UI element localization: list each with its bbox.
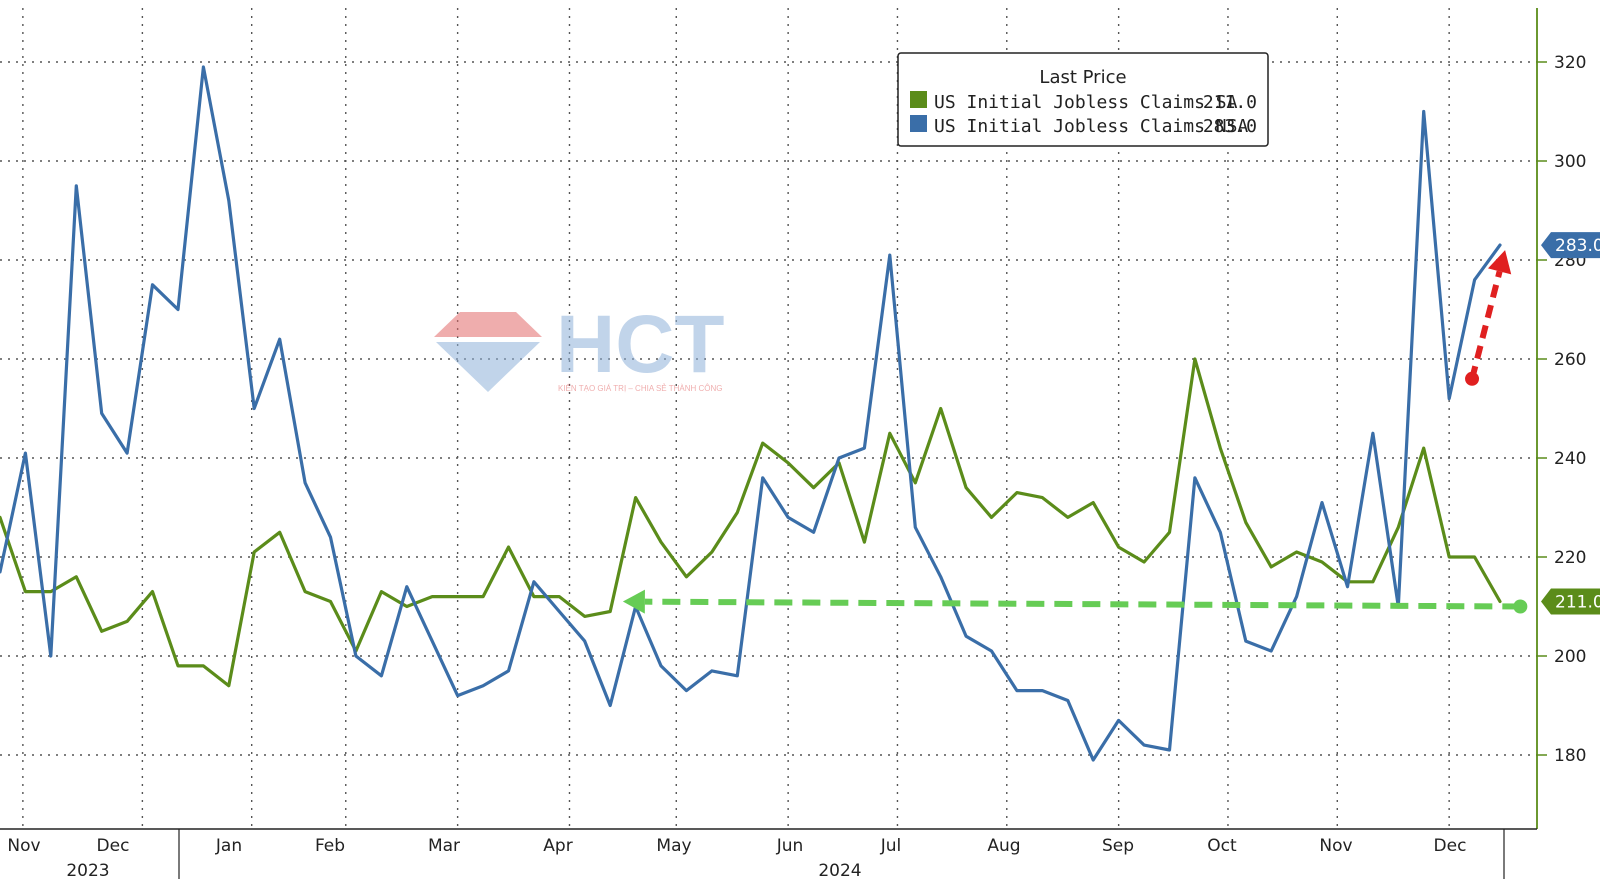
y-tick-label-300: 300 <box>1554 152 1586 172</box>
last-value-badge-nsa <box>1541 232 1600 259</box>
x-month-label-1: Dec <box>97 836 130 856</box>
annotation-arrow-head-green <box>622 589 645 614</box>
watermark-tagline: KIẾN TẠO GIÁ TRỊ – CHIA SẺ THÀNH CÔNG <box>558 383 722 393</box>
y-tick-label-220: 220 <box>1554 548 1586 568</box>
x-year-label-0: 2023 <box>66 861 109 879</box>
legend-swatch-nsa <box>910 115 927 132</box>
legend-swatch-sa <box>910 91 927 108</box>
annotation-arrow-head-red <box>1487 250 1512 275</box>
y-tick-label-260: 260 <box>1554 350 1586 370</box>
annotation-arrow-origin-red <box>1465 371 1480 386</box>
x-month-label-2: Jan <box>215 836 242 856</box>
last-value-badges: 283.0 211.0 <box>1541 232 1600 615</box>
y-tick-label-180: 180 <box>1554 746 1586 766</box>
watermark-diamond-blue <box>436 342 540 392</box>
last-value-badge-text-nsa: 283.0 <box>1555 236 1600 256</box>
x-month-label-12: Nov <box>1319 836 1352 856</box>
legend: Last Price US Initial Jobless Claims SA … <box>897 52 1269 147</box>
watermark-text: HCT <box>556 299 725 390</box>
watermark-logo: HCT KIẾN TẠO GIÁ TRỊ – CHIA SẺ THÀNH CÔN… <box>434 299 725 393</box>
series-lines <box>0 65 1502 762</box>
grid-lines <box>0 8 1537 829</box>
watermark-diamond-red <box>434 312 542 337</box>
x-month-label-10: Sep <box>1102 836 1134 856</box>
x-month-label-7: Jun <box>776 836 804 856</box>
annotation-arrows <box>622 250 1528 614</box>
x-month-label-13: Dec <box>1434 836 1467 856</box>
x-month-label-4: Mar <box>428 836 460 856</box>
legend-entry-sa-value: 211.0 <box>1203 92 1257 113</box>
last-value-badge-text-sa: 211.0 <box>1555 593 1600 613</box>
annotation-arrow-green <box>644 598 1521 610</box>
legend-entry-nsa-name: US Initial Jobless Claims NSA <box>934 116 1248 137</box>
y-tick-label-200: 200 <box>1554 647 1586 667</box>
annotation-arrow-origin-green <box>1513 599 1528 614</box>
x-month-label-9: Aug <box>987 836 1020 856</box>
x-year-label-1: 2024 <box>818 861 861 879</box>
x-month-label-3: Feb <box>315 836 345 856</box>
legend-box <box>897 52 1269 147</box>
x-month-label-5: Apr <box>543 836 572 856</box>
series-line-sa <box>0 357 1502 688</box>
y-tick-label-240: 240 <box>1554 449 1586 469</box>
x-month-label-0: Nov <box>7 836 40 856</box>
legend-entry-nsa-value: 283.0 <box>1203 116 1257 137</box>
series-line-nsa <box>0 65 1502 762</box>
x-month-label-8: Jul <box>880 836 902 856</box>
x-month-label-11: Oct <box>1207 836 1237 856</box>
x-month-label-6: May <box>656 836 691 856</box>
annotation-arrow-red <box>1469 270 1503 380</box>
last-value-badge-sa <box>1541 588 1600 615</box>
legend-entry-sa-name: US Initial Jobless Claims SA <box>934 92 1238 113</box>
legend-title: Last Price <box>1039 67 1126 88</box>
y-tick-label-320: 320 <box>1554 53 1586 73</box>
